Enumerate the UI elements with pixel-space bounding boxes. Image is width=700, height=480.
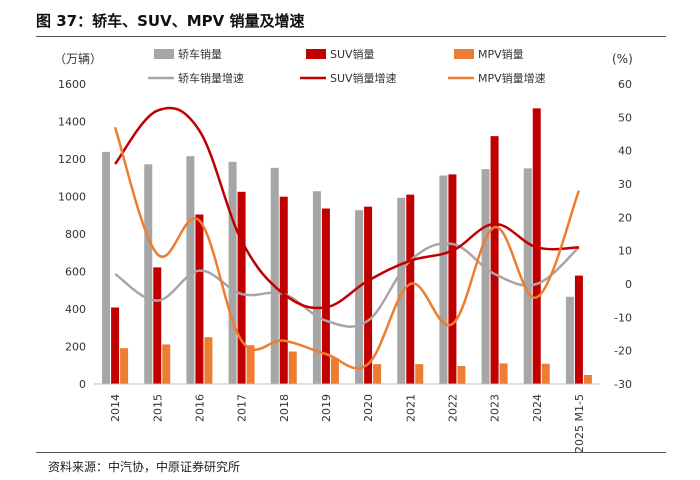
source-note: 资料来源：中汽协，中原证券研究所	[48, 460, 241, 474]
legend-swatch-mpv	[454, 49, 474, 59]
legend-swatch-sedan	[154, 49, 174, 59]
bar-mpv	[415, 364, 424, 384]
x-tick-label: 2022	[446, 394, 459, 422]
bar-mpv	[330, 358, 339, 384]
left-tick-label: 0	[79, 378, 86, 391]
line-mpv-growth	[113, 126, 581, 370]
bar-suv	[237, 191, 246, 384]
x-tick-label: 2018	[278, 394, 291, 422]
bar-mpv	[288, 351, 297, 384]
legend-label: MPV销量增速	[478, 71, 546, 85]
bar-mpv	[373, 364, 382, 384]
left-tick-label: 400	[65, 303, 86, 316]
left-tick-label: 200	[65, 341, 86, 354]
bar-sedan	[397, 197, 406, 384]
bar-sedan	[102, 151, 111, 384]
bar-sedan	[565, 296, 574, 384]
bar-sedan	[481, 169, 490, 384]
left-tick-label: 600	[65, 266, 86, 279]
bar-mpv	[246, 345, 255, 384]
right-tick-label: -10	[614, 311, 632, 324]
bar-sedan	[228, 161, 237, 384]
left-tick-label: 800	[65, 228, 86, 241]
left-axis-label: （万辆）	[54, 52, 102, 66]
bar-sedan	[186, 156, 195, 384]
x-tick-label: 2019	[320, 394, 333, 422]
legend-swatch-suv	[306, 49, 326, 59]
legend-label: 轿车销量增速	[178, 71, 244, 85]
title-divider	[36, 36, 666, 37]
bar-sedan	[439, 175, 448, 384]
bar-suv	[364, 206, 373, 384]
left-tick-label: 1600	[58, 78, 86, 91]
x-tick-label: 2015	[151, 394, 164, 422]
right-tick-label: -20	[614, 345, 632, 358]
right-tick-label: 40	[618, 145, 632, 158]
legend-label: SUV销量	[330, 47, 375, 61]
bar-suv	[153, 267, 162, 384]
right-tick-label: 30	[618, 178, 632, 191]
bar-sedan	[355, 210, 364, 384]
left-tick-label: 1200	[58, 153, 86, 166]
x-tick-label: 2025 M1-5	[573, 394, 586, 453]
x-tick-label: 2024	[531, 394, 544, 422]
legend-label: 轿车销量	[178, 47, 222, 61]
right-tick-label: 10	[618, 245, 632, 258]
bar-mpv	[162, 344, 171, 384]
bar-sedan	[312, 191, 321, 384]
bar-suv	[448, 174, 457, 384]
x-tick-label: 2014	[109, 394, 122, 422]
left-tick-label: 1400	[58, 116, 86, 129]
bar-sedan	[270, 167, 279, 384]
legend-label: SUV销量增速	[330, 71, 397, 85]
right-tick-label: 0	[625, 278, 632, 291]
x-tick-label: 2017	[236, 394, 249, 422]
legend-label: MPV销量	[478, 47, 524, 61]
x-tick-label: 2020	[362, 394, 375, 422]
bar-suv	[406, 194, 415, 384]
right-tick-label: 60	[618, 78, 632, 91]
bar-suv	[195, 214, 204, 384]
bar-mpv	[499, 363, 508, 384]
right-axis-label: (%)	[612, 52, 633, 66]
bar-suv	[574, 275, 583, 384]
bar-mpv	[457, 366, 466, 384]
right-tick-label: -30	[614, 378, 632, 391]
source-divider	[36, 452, 666, 453]
left-tick-label: 1000	[58, 191, 86, 204]
line-suv-growth	[114, 106, 579, 310]
x-tick-label: 2023	[489, 394, 502, 422]
x-tick-label: 2021	[404, 394, 417, 422]
chart-title: 图 37：轿车、SUV、MPV 销量及增速	[36, 12, 305, 30]
bar-sedan	[523, 168, 532, 384]
bar-mpv	[120, 348, 129, 384]
bar-mpv	[583, 375, 592, 384]
bar-suv	[490, 136, 499, 384]
bar-suv	[279, 196, 288, 384]
x-tick-label: 2016	[193, 394, 206, 422]
bar-suv	[111, 307, 120, 384]
bar-sedan	[144, 164, 153, 384]
bar-mpv	[541, 363, 550, 384]
line-sedan-growth	[114, 242, 580, 328]
bar-suv	[321, 208, 330, 384]
right-tick-label: 20	[618, 211, 632, 224]
bar-mpv	[204, 337, 213, 384]
right-tick-label: 50	[618, 111, 632, 124]
